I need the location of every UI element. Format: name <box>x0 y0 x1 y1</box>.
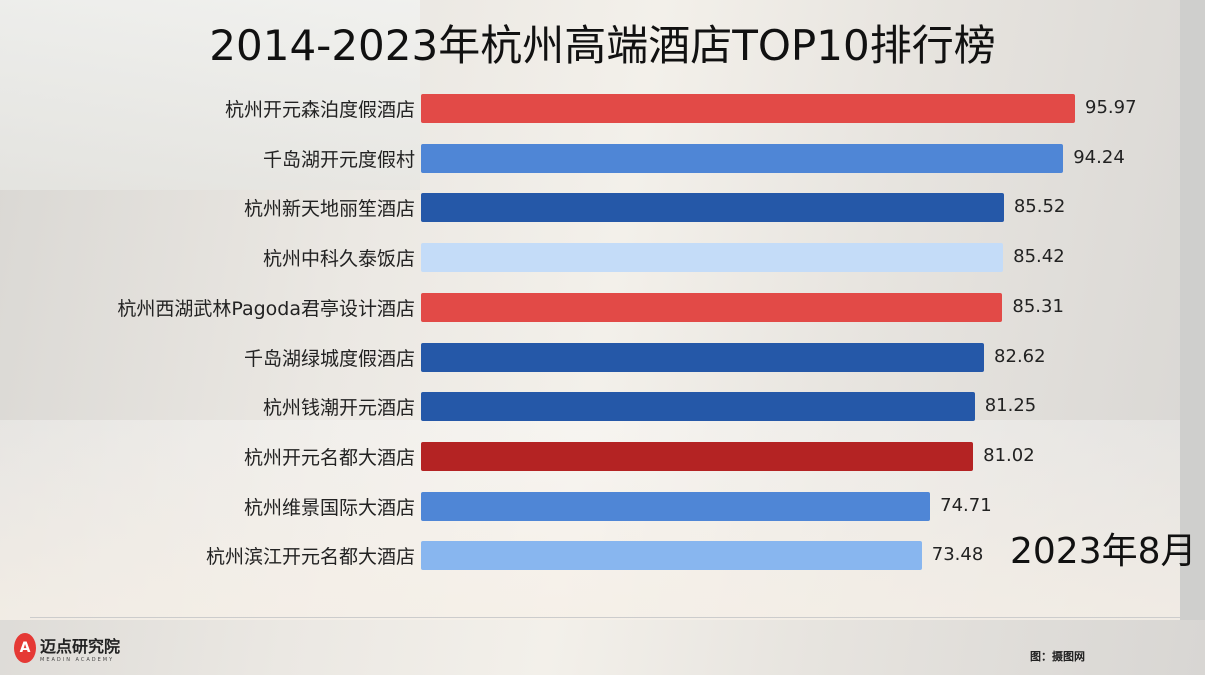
category-label: 杭州维景国际大酒店 <box>243 496 415 519</box>
bar <box>421 392 975 422</box>
category-label: 杭州开元名都大酒店 <box>243 446 415 469</box>
value-label: 94.24 <box>1073 146 1125 168</box>
image-credit: 图：摄图网 <box>1030 650 1085 663</box>
value-label: 81.25 <box>984 395 1037 417</box>
category-label: 杭州新天地丽笙酒店 <box>243 198 415 221</box>
bar <box>421 94 1076 123</box>
chart-title: 2014-2023年杭州高端酒店TOP10排行榜 <box>209 21 996 70</box>
bar <box>421 292 1003 322</box>
category-label: 杭州开元森泊度假酒店 <box>224 99 415 121</box>
value-label: 85.42 <box>1013 246 1065 268</box>
category-label: 杭州中科久泰饭店 <box>262 248 415 271</box>
bar <box>421 491 931 521</box>
bar <box>421 143 1064 173</box>
bar <box>421 243 1004 273</box>
bar <box>421 342 985 372</box>
category-label: 杭州西湖武林Pagoda君亭设计酒店 <box>117 297 415 320</box>
value-label: 81.02 <box>983 444 1035 466</box>
value-label: 74.71 <box>940 494 992 516</box>
category-label: 杭州钱潮开元酒店 <box>262 397 415 420</box>
background-window <box>0 0 420 190</box>
date-label: 2023年8月 <box>1010 531 1197 572</box>
category-label: 千岛湖开元度假村 <box>262 148 415 171</box>
footer-divider <box>30 617 1180 618</box>
bar <box>421 541 922 571</box>
value-label: 95.97 <box>1085 97 1137 118</box>
value-label: 73.48 <box>931 544 984 566</box>
bar <box>421 441 974 471</box>
value-label: 85.52 <box>1013 196 1066 218</box>
value-label: 85.31 <box>1012 295 1064 317</box>
value-label: 82.62 <box>994 345 1046 367</box>
logo-icon: A <box>14 633 36 663</box>
category-label: 千岛湖绿城度假酒店 <box>243 347 415 370</box>
bar <box>421 193 1004 223</box>
background-frame <box>1180 0 1205 620</box>
logo: A 迈点研究院 MEADIN ACADEMY <box>14 633 120 663</box>
logo-subtext: MEADIN ACADEMY <box>40 657 115 663</box>
logo-text: 迈点研究院 <box>40 637 121 656</box>
category-label: 杭州滨江开元名都大酒店 <box>205 546 415 569</box>
